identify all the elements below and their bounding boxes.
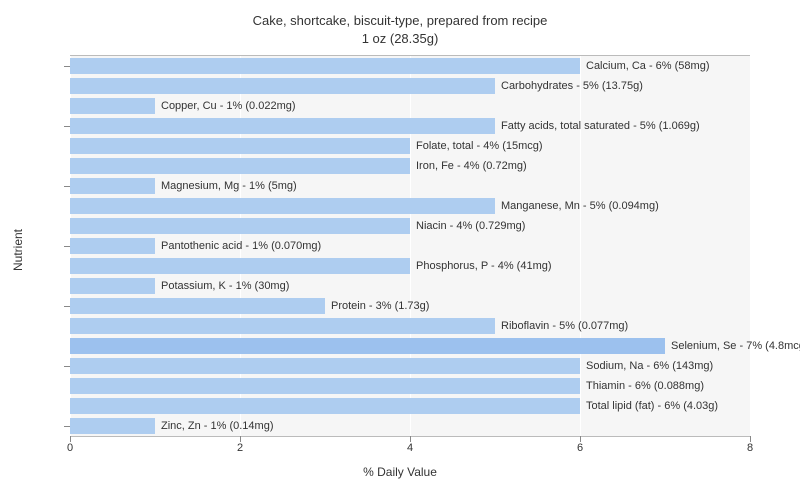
bar: [70, 118, 495, 134]
bar-label: Total lipid (fat) - 6% (4.03g): [586, 398, 718, 414]
bar-label: Carbohydrates - 5% (13.75g): [501, 78, 643, 94]
chart-title: Cake, shortcake, biscuit-type, prepared …: [0, 0, 800, 47]
x-tick-label: 8: [747, 442, 753, 454]
y-axis-label: Nutrient: [11, 229, 25, 271]
bar-label: Riboflavin - 5% (0.077mg): [501, 318, 628, 334]
bar: [70, 98, 155, 114]
bar-label: Magnesium, Mg - 1% (5mg): [161, 178, 297, 194]
bar-label: Thiamin - 6% (0.088mg): [586, 378, 704, 394]
y-tick: [64, 306, 70, 307]
y-tick: [64, 66, 70, 67]
bar-label: Fatty acids, total saturated - 5% (1.069…: [501, 118, 700, 134]
bar: [70, 318, 495, 334]
bar-label: Calcium, Ca - 6% (58mg): [586, 58, 709, 74]
y-tick: [64, 366, 70, 367]
y-tick: [64, 426, 70, 427]
bar: [70, 218, 410, 234]
bar: [70, 138, 410, 154]
bar-label: Copper, Cu - 1% (0.022mg): [161, 98, 296, 114]
bar: [70, 418, 155, 434]
x-axis-label: % Daily Value: [363, 465, 437, 479]
title-line-2: 1 oz (28.35g): [0, 30, 800, 48]
y-tick: [64, 126, 70, 127]
bar: [70, 58, 580, 74]
plot-area: Calcium, Ca - 6% (58mg) Carbohydrates - 5…: [70, 55, 750, 437]
bar-label: Sodium, Na - 6% (143mg): [586, 358, 713, 374]
bar-label: Zinc, Zn - 1% (0.14mg): [161, 418, 273, 434]
bar-label: Niacin - 4% (0.729mg): [416, 218, 525, 234]
bar-label: Folate, total - 4% (15mcg): [416, 138, 543, 154]
chart-container: Cake, shortcake, biscuit-type, prepared …: [0, 0, 800, 500]
bar-label: Protein - 3% (1.73g): [331, 298, 429, 314]
bars-group: Calcium, Ca - 6% (58mg) Carbohydrates - 5…: [70, 56, 750, 436]
bar-label: Potassium, K - 1% (30mg): [161, 278, 289, 294]
bar: [70, 278, 155, 294]
bar: [70, 158, 410, 174]
bar: [70, 298, 325, 314]
x-tick-label: 0: [67, 442, 73, 454]
y-tick: [64, 246, 70, 247]
bar-label: Phosphorus, P - 4% (41mg): [416, 258, 552, 274]
bar: [70, 378, 580, 394]
bar: [70, 258, 410, 274]
bar: [70, 398, 580, 414]
bar-label: Pantothenic acid - 1% (0.070mg): [161, 238, 321, 254]
x-tick-label: 2: [237, 442, 243, 454]
bar: [70, 338, 665, 354]
y-tick: [64, 186, 70, 187]
bar: [70, 198, 495, 214]
x-tick-label: 4: [407, 442, 413, 454]
bar: [70, 78, 495, 94]
x-tick-label: 6: [577, 442, 583, 454]
title-line-1: Cake, shortcake, biscuit-type, prepared …: [0, 12, 800, 30]
bar: [70, 178, 155, 194]
bar-label: Manganese, Mn - 5% (0.094mg): [501, 198, 659, 214]
bar: [70, 358, 580, 374]
bar-label: Selenium, Se - 7% (4.8mcg): [671, 338, 800, 354]
bar: [70, 238, 155, 254]
gridline: [750, 56, 751, 436]
bar-label: Iron, Fe - 4% (0.72mg): [416, 158, 527, 174]
